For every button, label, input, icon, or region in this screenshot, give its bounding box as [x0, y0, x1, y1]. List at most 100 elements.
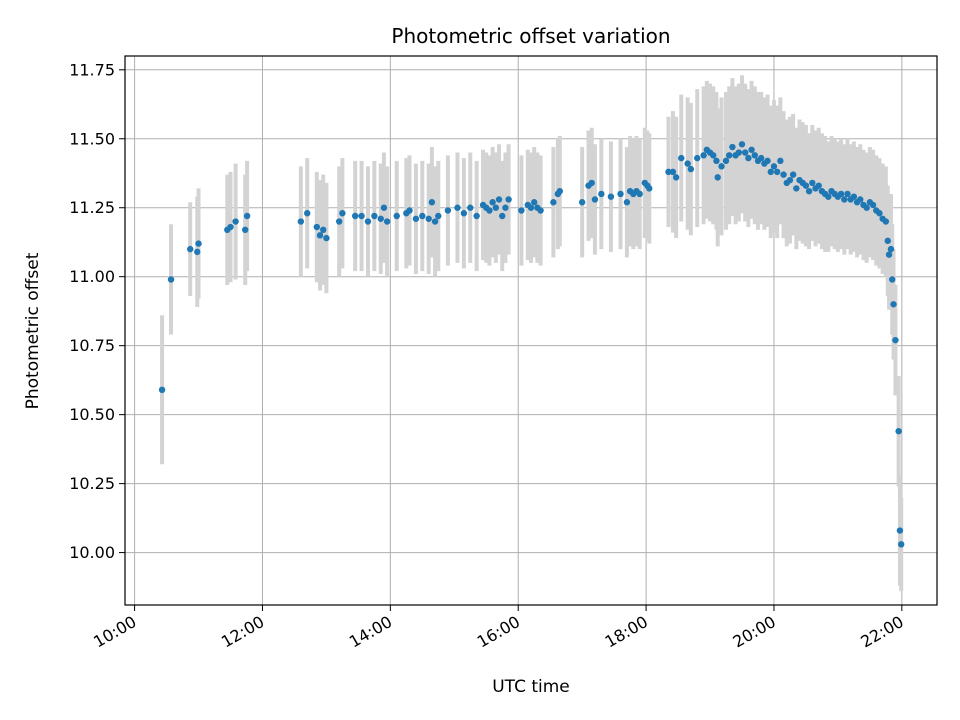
data-point [890, 301, 897, 308]
data-point [718, 163, 725, 170]
data-point [857, 196, 864, 203]
y-tick-label: 10.00 [69, 543, 115, 562]
data-point [773, 168, 781, 176]
y-tick-label: 11.50 [69, 129, 115, 148]
data-point [815, 182, 822, 189]
data-point [194, 248, 201, 256]
data-points [158, 141, 905, 548]
x-axis-label: UTC time [492, 677, 570, 697]
data-point [473, 212, 480, 220]
y-tick-label: 10.25 [69, 474, 115, 493]
data-point [710, 152, 717, 159]
data-point [530, 199, 538, 206]
data-point [617, 190, 624, 198]
data-point [789, 171, 797, 178]
data-point [588, 179, 595, 187]
data-point [364, 218, 372, 225]
y-axis-ticks: 10.00 10.25 10.50 10.75 11.00 11.25 11.50 11.75 [69, 60, 125, 562]
data-point [825, 193, 832, 200]
data-point [227, 223, 234, 231]
y-tick-label: 10.50 [69, 405, 115, 424]
data-point [243, 212, 251, 220]
data-point [195, 240, 202, 247]
data-point [486, 207, 493, 214]
data-point [339, 210, 346, 217]
data-point [304, 210, 311, 217]
data-point [492, 204, 500, 211]
data-point [809, 179, 816, 187]
data-point [623, 199, 631, 206]
data-point [669, 168, 677, 176]
data-point [537, 207, 544, 214]
data-point [805, 187, 813, 195]
data-point [518, 207, 525, 214]
data-point [802, 182, 810, 189]
data-point [714, 174, 721, 181]
data-point [358, 212, 365, 220]
data-point [335, 218, 343, 225]
data-point [887, 245, 895, 253]
data-point [745, 154, 752, 162]
data-point [636, 190, 643, 198]
data-point [757, 154, 765, 162]
data-point [428, 199, 436, 206]
data-point [895, 427, 902, 435]
data-point [505, 196, 512, 203]
data-point [460, 210, 468, 217]
y-tick-label: 11.25 [69, 198, 115, 217]
plot-frame [124, 55, 938, 606]
data-point [527, 204, 535, 211]
data-point [578, 199, 586, 206]
data-point [751, 152, 758, 159]
data-point [383, 218, 391, 225]
data-point [607, 193, 615, 200]
chart-title: Photometric offset variation [391, 24, 670, 48]
data-point [158, 386, 166, 394]
data-point [684, 160, 691, 167]
data-point [869, 201, 877, 209]
data-point [672, 174, 680, 181]
data-point [425, 215, 432, 222]
data-point [556, 187, 563, 195]
data-point [687, 165, 695, 173]
data-point [591, 196, 599, 203]
data-point [735, 149, 742, 156]
data-point [406, 207, 413, 214]
data-point [393, 212, 400, 220]
y-tick-label: 10.75 [69, 336, 115, 355]
data-point [435, 212, 442, 220]
data-point [323, 234, 330, 242]
data-point [738, 141, 746, 148]
data-point [371, 212, 378, 220]
data-point [297, 218, 305, 225]
data-point [889, 276, 896, 283]
data-point [837, 190, 845, 198]
data-point [380, 204, 388, 211]
data-point [431, 218, 439, 225]
data-point [242, 226, 249, 234]
data-point [694, 154, 701, 162]
data-point [844, 190, 851, 198]
data-point [876, 210, 883, 217]
y-axis-label: Photometric offset [23, 252, 43, 409]
data-point [713, 157, 720, 165]
data-point [351, 212, 359, 220]
data-point [770, 163, 778, 170]
data-point [729, 143, 736, 151]
data-point [646, 185, 653, 192]
data-point [187, 245, 194, 253]
data-point [780, 171, 787, 178]
data-point [454, 204, 461, 211]
data-point [764, 157, 771, 165]
data-point [313, 223, 321, 231]
data-point [885, 251, 893, 258]
data-point [489, 199, 496, 206]
data-point [884, 237, 891, 245]
data-point [700, 152, 707, 159]
data-point [841, 196, 848, 203]
data-point [550, 199, 557, 206]
data-point [726, 152, 733, 159]
y-tick-label: 11.00 [69, 267, 115, 286]
